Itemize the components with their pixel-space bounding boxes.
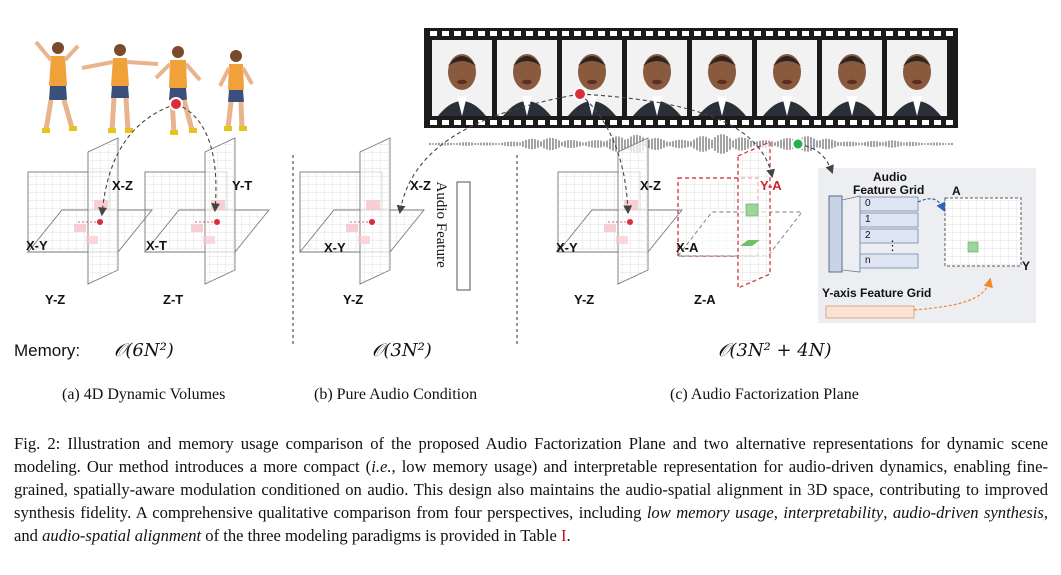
audio-waveform (429, 134, 953, 154)
plane-label-xz-a: X-Z (112, 178, 133, 193)
audio-factor-planes (677, 141, 803, 289)
grid-item-2: 2 (865, 230, 871, 241)
dancer-4 (218, 50, 254, 131)
axis-label-y: Y (1022, 259, 1031, 273)
figure-graphic (27, 28, 1036, 345)
grid-item-1: 1 (865, 214, 871, 225)
sprockets-top (430, 31, 953, 36)
plane-label-zt-a: Z-T (163, 292, 184, 307)
plane-label-xt-a: X-T (146, 238, 167, 253)
memory-formula-a: 𝒪(6N²) (114, 340, 174, 361)
audio-feature-label: Audio Feature (432, 181, 449, 268)
caption-perspective-1: low memory usage (646, 503, 774, 522)
sprockets-bot (430, 120, 953, 125)
caption-sep-2: , (883, 503, 893, 522)
memory-formula-b: 𝒪(3N²) (372, 340, 432, 361)
grid-item-0: 0 (865, 198, 871, 209)
caption-text-3: of the three modeling paradigms is provi… (201, 526, 561, 545)
caption-sep-1: , (773, 503, 784, 522)
inset-title-1: Audio (873, 170, 907, 184)
plane-label-xy-b: X-Y (324, 240, 346, 255)
figure: X-Z X-Y Y-Z Y-T X-T Z-T X-Z X-Y Y-Z Audi… (14, 28, 1036, 403)
audio-sample-point (791, 137, 805, 151)
caption-perspective-4: audio-spatial alignment (42, 526, 202, 545)
audio-feature-bar (456, 181, 471, 291)
audio-feature-grid-inset (818, 168, 1036, 323)
table-reference-link[interactable]: I (560, 526, 567, 545)
plane-label-xy-c: X-Y (556, 240, 578, 255)
grid-item-n: n (865, 255, 871, 266)
film-strip (424, 28, 958, 128)
audio-vector (828, 195, 843, 273)
dancer-3 (154, 46, 202, 135)
subcaption-c: (c) Audio Factorization Plane (670, 386, 859, 403)
memory-label: Memory: (14, 341, 81, 360)
plane-label-ya-c: Y-A (760, 178, 782, 193)
plane-label-yz-c: Y-Z (574, 292, 595, 307)
figure-caption: Fig. 2: Illustration and memory usage co… (14, 432, 1048, 547)
caption-sep-3: , and (14, 503, 1049, 545)
sample-point-a (169, 97, 183, 111)
plane-label-xy-a: X-Y (26, 238, 48, 253)
grid-item-ellipsis: ⋮ (886, 238, 899, 253)
triplane-xyz-b (299, 137, 425, 285)
caption-text-4: . (566, 526, 571, 545)
memory-formula-c: 𝒪(3N² + 4N) (718, 340, 832, 361)
axis-label-a: A (952, 184, 961, 198)
triplane-xyz-a (27, 137, 153, 285)
caption-ie: i.e. (371, 457, 392, 476)
caption-fig-label: Fig. 2: (14, 434, 61, 453)
caption-text-1: Illustration and memory usage comparison… (14, 434, 1048, 476)
subcaption-b: (b) Pure Audio Condition (314, 386, 478, 403)
plane-label-yt-a: Y-T (232, 178, 253, 193)
yaxis-feature-grid-title: Y-axis Feature Grid (822, 286, 932, 300)
triplane-xyz-c (557, 137, 683, 285)
plane-label-yz-a: Y-Z (45, 292, 66, 307)
caption-perspective-3: audio-driven synthesis (892, 503, 1044, 522)
dancer-1 (34, 40, 80, 133)
projection-arrows (98, 87, 834, 217)
subcaption-a: (a) 4D Dynamic Volumes (62, 386, 226, 403)
triplane-xyt-a (144, 137, 270, 285)
plane-label-yz-b: Y-Z (343, 292, 364, 307)
plane-label-za-c: Z-A (694, 292, 716, 307)
video-frames (432, 40, 947, 116)
plane-label-xz-c: X-Z (640, 178, 661, 193)
caption-perspective-2: interpretability (783, 503, 884, 522)
dancer-2 (81, 44, 159, 133)
inset-title-2: Feature Grid (853, 183, 925, 197)
plane-label-xa-c: X-A (676, 240, 699, 255)
sample-point-c (573, 87, 587, 101)
plane-label-xz-b: X-Z (410, 178, 431, 193)
caption-text-2: , low memory usage) and interpretable re… (14, 457, 1048, 522)
